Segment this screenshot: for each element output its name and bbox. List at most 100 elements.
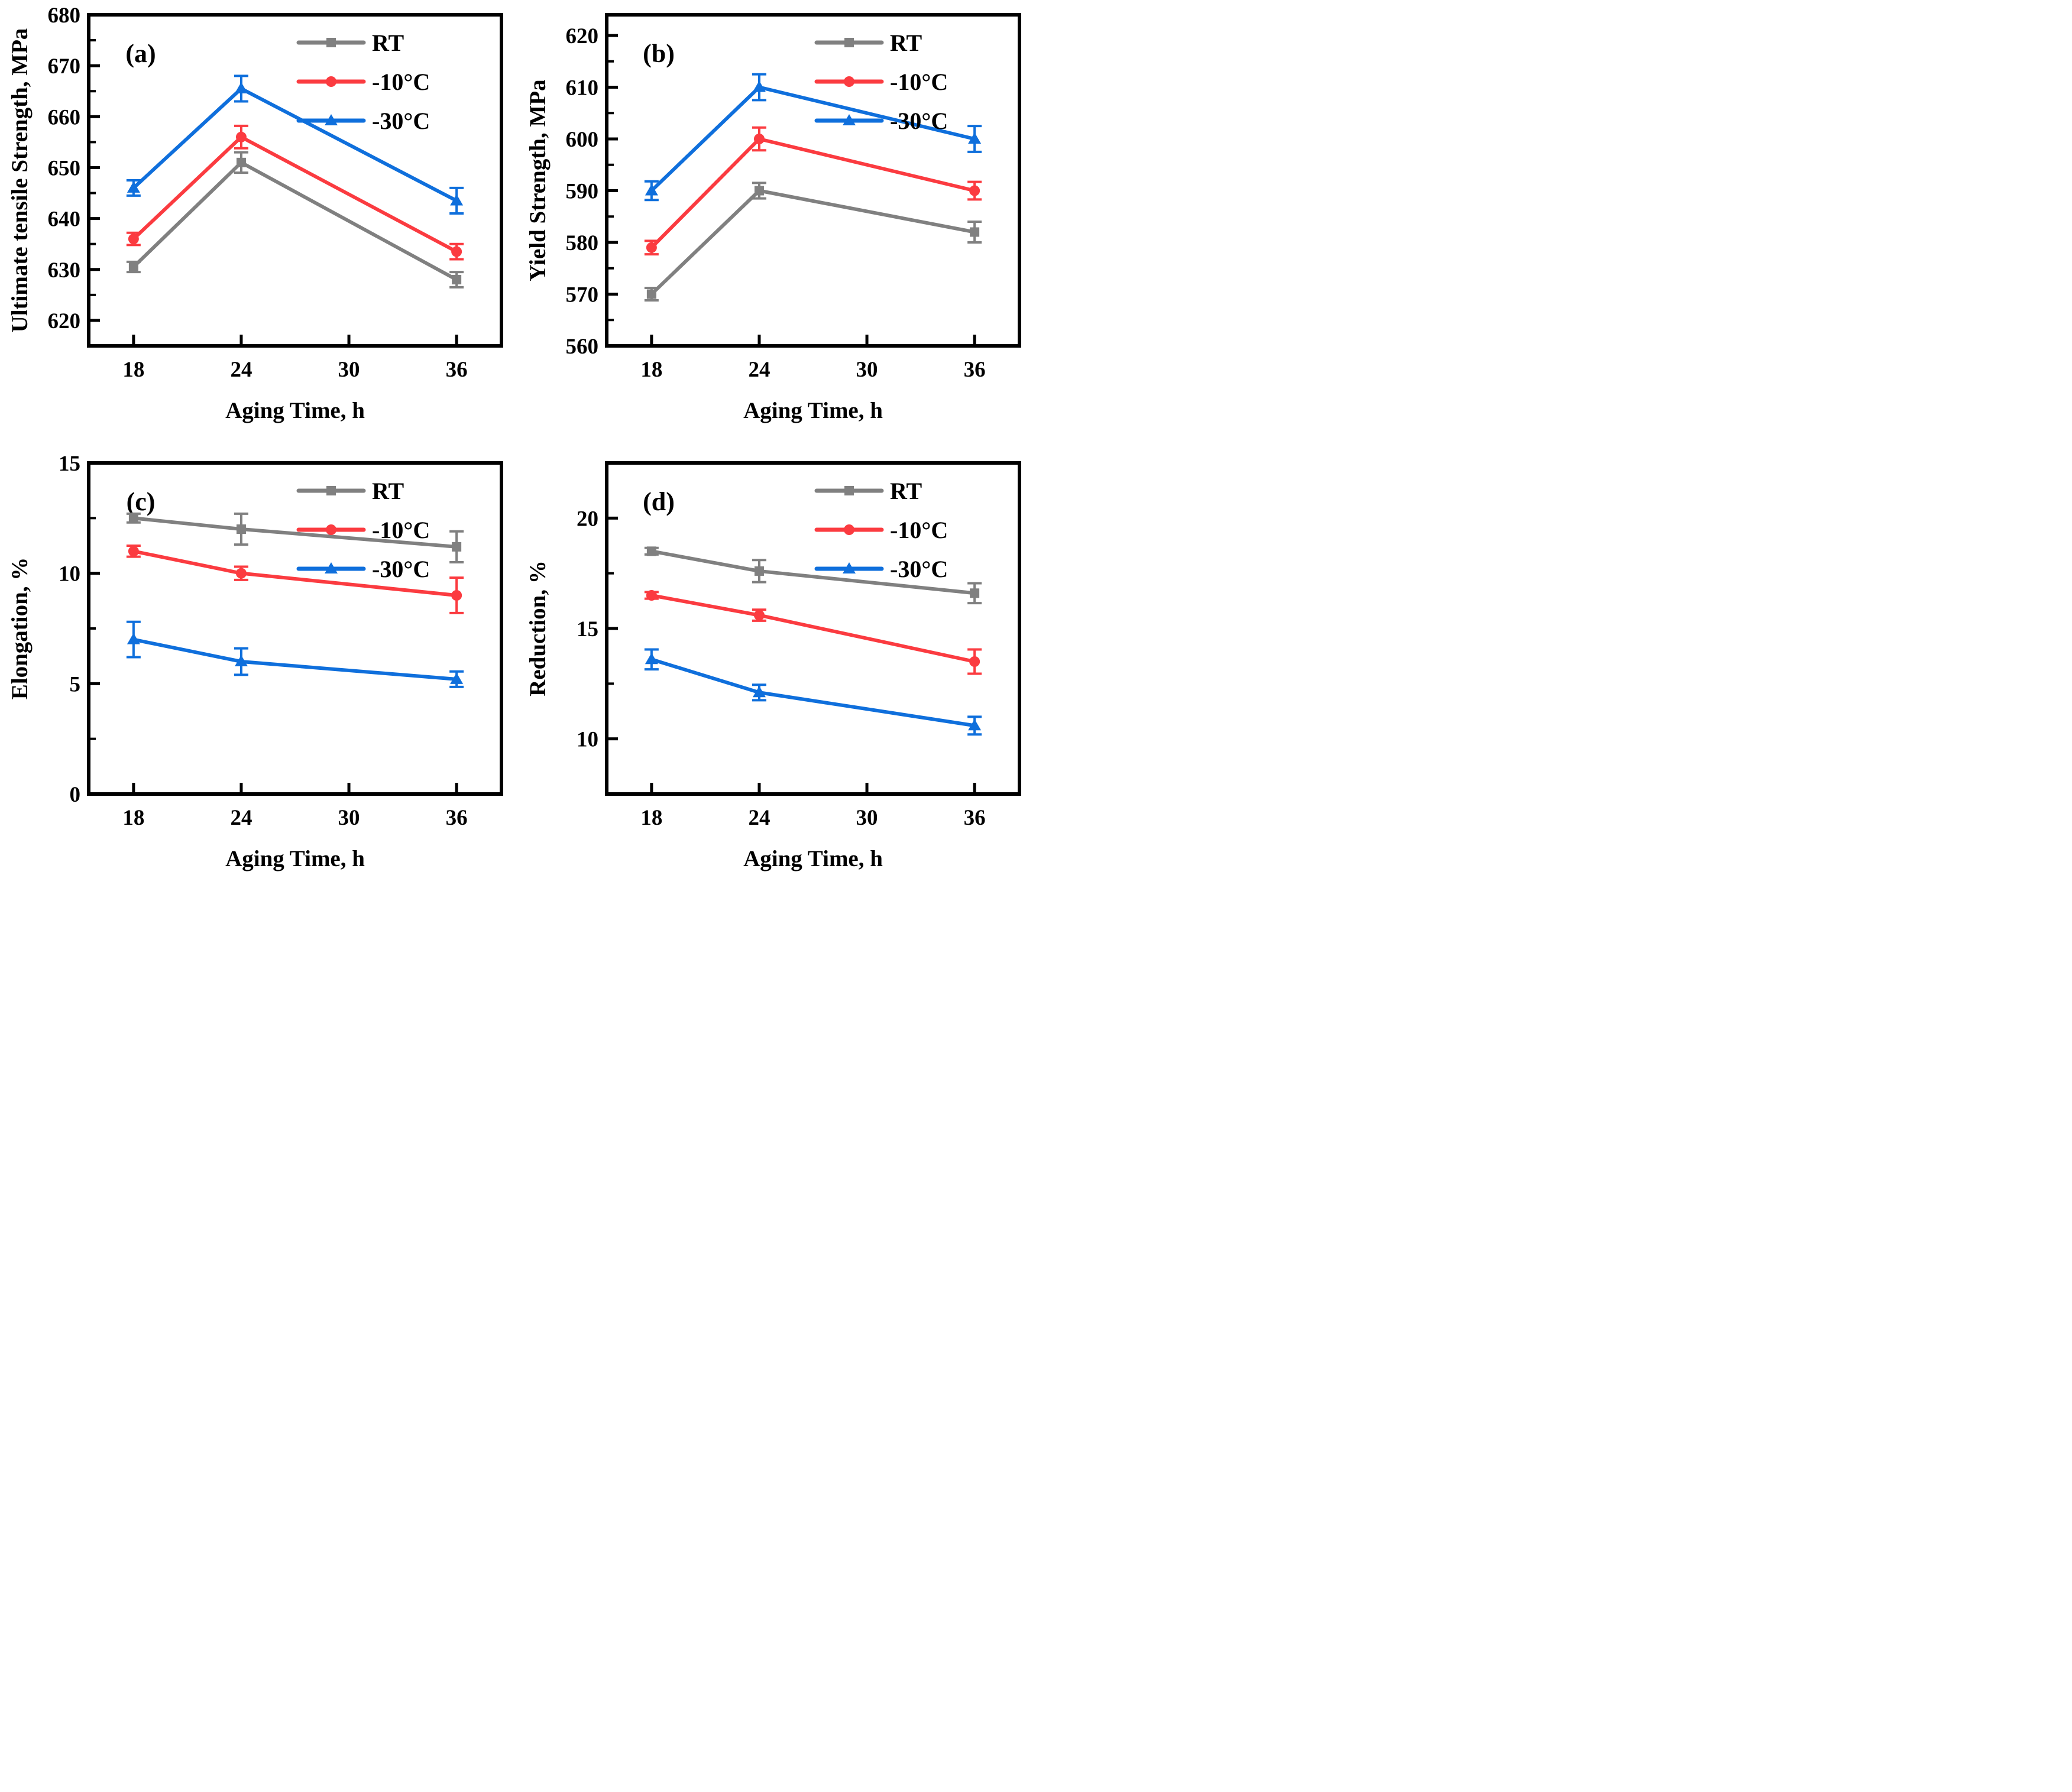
- marker-circle: [646, 590, 657, 601]
- chart-b: 560 570 580 590 600 610 620 18 24 30 36 Aging Time,…: [525, 13, 1021, 423]
- y-tick-label: 610: [566, 76, 599, 101]
- legend-marker-triangle: [325, 562, 338, 573]
- y-axis-label: Yield Strength, MPa: [525, 79, 551, 281]
- series-RT: [644, 546, 982, 605]
- legend-marker-square: [844, 486, 854, 495]
- marker-triangle: [752, 686, 766, 698]
- series-line: [131, 160, 459, 281]
- x-tick-label: 36: [446, 806, 468, 830]
- series--10°C: [644, 126, 982, 256]
- y-tick-label: 5: [70, 672, 81, 696]
- x-tick-label: 36: [964, 358, 986, 382]
- series-RT: [644, 182, 982, 302]
- legend-marker-circle: [844, 524, 854, 535]
- chart-d: 10 15 20 18 24 30 36 Aging Time, h Reduction, % (…: [525, 461, 1021, 871]
- y-tick-label: 630: [48, 258, 81, 283]
- marker-circle: [969, 656, 980, 667]
- marker-circle: [128, 234, 139, 245]
- panel-a: 620 630 640 650 660 670 680 18 24 30 36 Aging Time,…: [0, 0, 518, 448]
- marker-circle: [451, 590, 462, 601]
- marker-circle: [646, 242, 657, 253]
- marker-circle: [128, 546, 139, 557]
- x-tick-label: 30: [338, 806, 360, 830]
- x-tick-label: 36: [964, 806, 986, 830]
- y-tick-label: 620: [566, 24, 599, 48]
- legend-marker-triangle: [325, 114, 338, 125]
- series--30°C: [644, 73, 982, 202]
- y-tick-label: 570: [566, 283, 599, 307]
- y-tick-label: 590: [566, 180, 599, 204]
- legend-label: RT: [372, 478, 404, 504]
- chart-a: 620 630 640 650 660 670 680 18 24 30 36 Aging Time,…: [7, 4, 503, 423]
- legend-item-RT: RT: [296, 478, 404, 504]
- y-tick-label: 670: [48, 54, 81, 79]
- series-line: [649, 137, 977, 249]
- legend-marker-square: [326, 38, 336, 47]
- x-tick-label: 24: [748, 806, 770, 830]
- legend-label: -30°C: [890, 108, 948, 134]
- marker-circle: [451, 246, 462, 257]
- series--30°C: [644, 648, 982, 736]
- marker-square: [236, 157, 246, 167]
- y-tick-label: 10: [59, 562, 80, 586]
- x-tick-label: 24: [230, 806, 252, 830]
- y-tick-label: 660: [48, 105, 81, 129]
- marker-circle: [969, 185, 980, 196]
- x-axis-label: Aging Time, h: [225, 398, 365, 423]
- legend-item--10°C: -10°C: [296, 517, 430, 543]
- x-axis-label: Aging Time, h: [743, 846, 883, 871]
- legend-item--30°C: -30°C: [296, 108, 430, 134]
- x-axis-label: Aging Time, h: [225, 846, 365, 871]
- plot-frame: [87, 461, 503, 796]
- x-tick-label: 18: [122, 806, 144, 830]
- marker-triangle: [450, 194, 464, 206]
- series-line: [649, 189, 977, 296]
- marker-triangle: [127, 181, 140, 193]
- marker-square: [646, 546, 656, 556]
- marker-triangle: [234, 655, 248, 666]
- legend-item--10°C: -10°C: [814, 69, 948, 95]
- series--10°C: [126, 124, 464, 261]
- panel-c: 0 5 10 15 18 24 30 36 Aging Time, h Elongation, %…: [0, 448, 518, 896]
- legend-item--10°C: -10°C: [814, 517, 948, 543]
- plot-frame: [87, 13, 503, 348]
- series--30°C: [126, 620, 464, 688]
- y-axis-label: Reduction, %: [525, 560, 551, 696]
- marker-triangle: [752, 80, 766, 92]
- x-tick-label: 30: [856, 806, 878, 830]
- legend-item--30°C: -30°C: [814, 556, 948, 582]
- y-tick-label: 10: [577, 728, 598, 752]
- marker-circle: [235, 568, 247, 579]
- y-tick-label: 15: [577, 617, 598, 641]
- series-RT: [126, 512, 464, 563]
- legend-item--30°C: -30°C: [814, 108, 948, 134]
- legend: RT -10°C -30°C: [814, 478, 948, 582]
- series--30°C: [126, 74, 464, 215]
- x-tick-label: 24: [748, 358, 770, 382]
- marker-square: [452, 275, 462, 284]
- legend-marker-triangle: [843, 562, 856, 573]
- legend: RT -10°C -30°C: [296, 30, 430, 134]
- legend: RT -10°C -30°C: [814, 30, 948, 134]
- marker-square: [128, 513, 138, 523]
- legend-label: RT: [372, 30, 404, 56]
- y-tick-label: 560: [566, 335, 599, 359]
- y-tick-label: 650: [48, 156, 81, 180]
- legend-marker-square: [844, 38, 854, 47]
- chart-c: 0 5 10 15 18 24 30 36 Aging Time, h Elongation, %…: [7, 452, 503, 871]
- series-line: [131, 135, 459, 254]
- legend-label: -30°C: [890, 556, 948, 582]
- marker-triangle: [234, 82, 248, 93]
- series-line: [649, 594, 977, 663]
- legend-marker-square: [326, 486, 336, 495]
- y-tick-label: 680: [48, 4, 81, 28]
- legend-label: RT: [890, 30, 922, 56]
- panel-d: 10 15 20 18 24 30 36 Aging Time, h Reduction, % (…: [518, 448, 1036, 896]
- marker-triangle: [127, 633, 140, 644]
- marker-square: [236, 524, 246, 534]
- legend-label: -10°C: [890, 517, 948, 543]
- panel-tag: (b): [643, 39, 675, 68]
- legend: RT -10°C -30°C: [296, 478, 430, 582]
- series-line: [131, 637, 459, 681]
- series-RT: [126, 151, 464, 289]
